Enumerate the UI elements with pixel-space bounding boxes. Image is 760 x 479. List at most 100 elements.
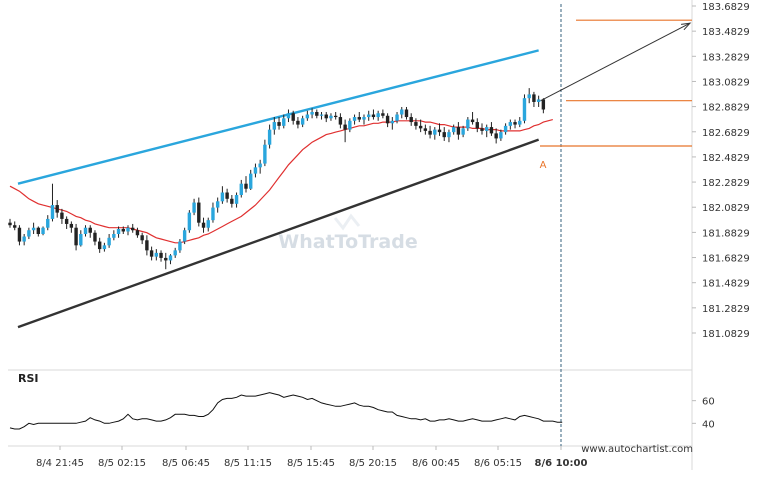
candle-body xyxy=(267,129,272,145)
candle-body xyxy=(121,228,125,232)
candle-body xyxy=(433,129,437,135)
candle-body xyxy=(69,223,74,228)
projection-arrow xyxy=(540,22,691,102)
candle-body xyxy=(258,163,262,168)
candle-body xyxy=(300,118,305,125)
candle-body xyxy=(126,227,130,232)
candle-body xyxy=(74,227,78,246)
candle-body xyxy=(60,212,64,219)
candle-body xyxy=(149,250,154,257)
candle-body xyxy=(17,227,22,242)
candle-body xyxy=(447,132,451,138)
candle-body xyxy=(333,115,338,118)
time-tick-label: 8/6 00:45 xyxy=(412,458,460,469)
candle-body xyxy=(527,94,531,99)
rsi-line xyxy=(9,392,563,430)
support-line xyxy=(17,138,540,329)
watermark-layer: WhatToTrade xyxy=(278,213,418,253)
marker-layer: A xyxy=(540,22,692,171)
candle-body xyxy=(93,232,97,242)
price-tick-label: 183.6829 xyxy=(702,2,750,13)
sr-layer xyxy=(17,4,692,446)
axis-layer: 183.6829 183.4829 183.2829 183.0829 182.8829… xyxy=(36,2,750,469)
candle-body xyxy=(187,212,192,231)
time-tick-label: 8/5 11:15 xyxy=(224,458,272,469)
candle-body xyxy=(291,113,295,121)
source-credit: www.autochartist.com xyxy=(581,444,693,455)
moving-average-line xyxy=(9,119,553,244)
candle-body xyxy=(376,113,380,118)
candle-body xyxy=(13,225,17,228)
candle-body xyxy=(116,228,121,235)
candle-body xyxy=(277,122,281,126)
candle-body xyxy=(338,117,343,125)
candle-body xyxy=(286,113,291,119)
candle-body xyxy=(197,202,201,223)
time-tick-label: 8/4 21:45 xyxy=(36,458,84,469)
candle-body xyxy=(409,117,413,123)
candle-body xyxy=(46,218,50,228)
rsi-tick-label: 60 xyxy=(702,397,715,408)
candle-body xyxy=(451,127,456,133)
candle-body xyxy=(456,127,461,135)
breakout-label: A xyxy=(540,160,547,171)
candle-body xyxy=(437,129,442,133)
candle-body xyxy=(239,183,243,196)
candle-body xyxy=(522,98,527,121)
price-tick-label: 181.6829 xyxy=(702,254,750,265)
candle-body xyxy=(112,234,116,238)
price-tick-label: 181.2829 xyxy=(702,304,750,315)
candle-body xyxy=(532,94,536,102)
candle-body xyxy=(390,120,395,124)
candle-body xyxy=(513,122,517,125)
candle-body xyxy=(404,109,409,118)
candle-body xyxy=(508,122,513,126)
candle-body xyxy=(357,117,361,120)
candle-body xyxy=(418,125,423,129)
candle-body xyxy=(230,198,234,204)
candle-body xyxy=(518,120,522,125)
candle-layer xyxy=(8,88,546,270)
candle-body xyxy=(362,117,366,120)
candle-body xyxy=(220,192,225,202)
candle-body xyxy=(253,167,258,174)
candle-body xyxy=(503,125,508,133)
candle-body xyxy=(244,183,248,189)
time-tick-label: 8/6 05:15 xyxy=(474,458,522,469)
time-tick-label: 8/5 06:45 xyxy=(162,458,210,469)
price-tick-label: 181.0829 xyxy=(702,329,750,340)
candle-body xyxy=(470,119,475,123)
candle-body xyxy=(8,222,12,226)
candle-body xyxy=(489,127,494,134)
rsi-label: RSI xyxy=(18,372,39,385)
price-tick-label: 183.4829 xyxy=(702,27,750,38)
candle-body xyxy=(88,227,92,233)
candle-body xyxy=(442,132,446,138)
candle-body xyxy=(282,118,286,126)
time-tick-label: 8/5 15:45 xyxy=(287,458,335,469)
price-tick-label: 182.8829 xyxy=(702,103,750,114)
resistance-line xyxy=(17,49,539,185)
candle-body xyxy=(145,240,149,251)
price-tick-label: 182.2829 xyxy=(702,178,750,189)
price-tick-label: 182.4829 xyxy=(702,153,750,164)
candle-body xyxy=(272,122,277,130)
candle-body xyxy=(499,132,503,139)
price-tick-label: 183.0829 xyxy=(702,77,750,88)
candle-body xyxy=(159,252,163,258)
candle-body xyxy=(494,133,498,139)
candle-body xyxy=(423,128,428,131)
price-tick-label: 183.2829 xyxy=(702,52,750,63)
candle-body xyxy=(27,230,31,237)
candle-body xyxy=(164,257,168,261)
projection-arrowhead xyxy=(681,22,692,31)
candle-body xyxy=(173,250,177,256)
candle-body xyxy=(140,235,144,241)
candle-body xyxy=(249,173,253,189)
candle-body xyxy=(485,127,489,131)
candle-body xyxy=(55,205,59,213)
candle-body xyxy=(178,241,182,251)
candle-body xyxy=(50,205,55,219)
